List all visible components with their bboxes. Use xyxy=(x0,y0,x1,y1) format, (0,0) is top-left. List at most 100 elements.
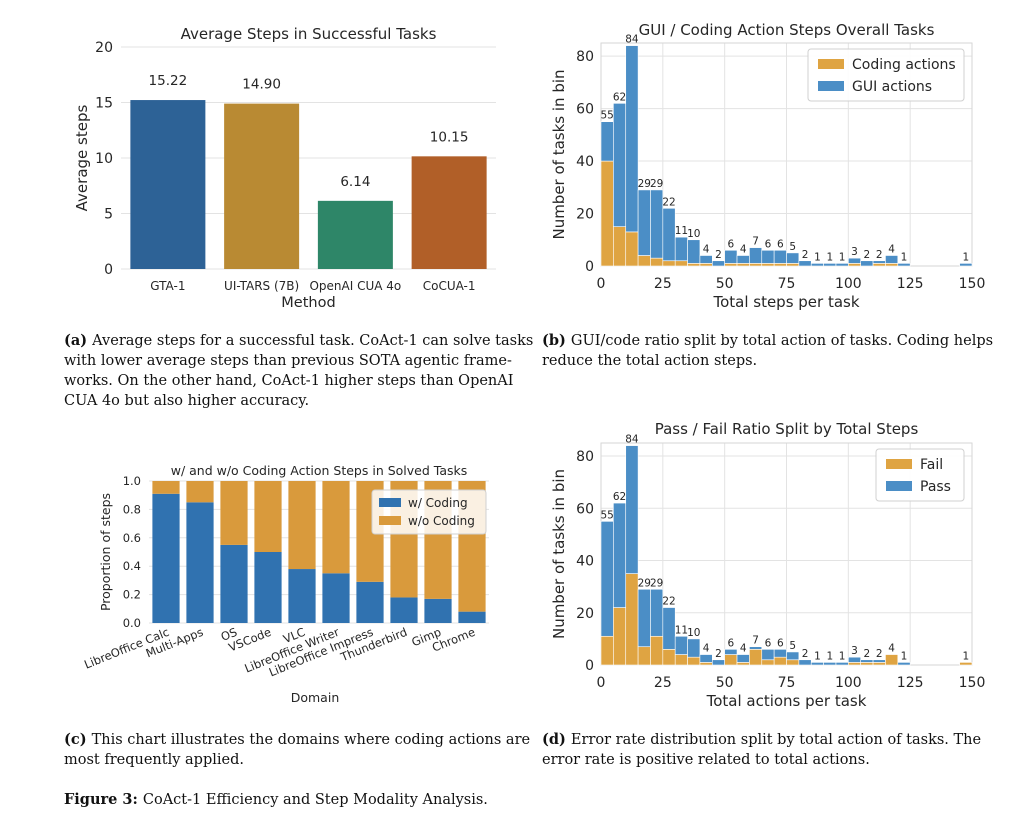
caption-c-line: (c) This chart illustrates the domains w… xyxy=(64,731,530,748)
chart-d-bar-pass xyxy=(749,646,763,650)
chart-b-bar-gui-actions xyxy=(860,260,874,267)
chart-b-bin-count-label: 1 xyxy=(962,251,969,263)
chart-d-bin-count-label: 4 xyxy=(888,643,895,655)
chart-d-bar-fail xyxy=(625,573,639,666)
figure-caption-text: CoAct-1 Efficiency and Step Modality Ana… xyxy=(143,792,488,808)
caption-d-line: error rate is positive related to total … xyxy=(542,752,870,768)
caption-d-tag: (d) xyxy=(542,731,571,748)
chart-d-bar-pass xyxy=(674,635,688,655)
chart-d-bin-count-label: 55 xyxy=(600,509,613,521)
chart-c-bar-w-coding xyxy=(424,598,452,623)
chart-b-bin-count-label: 3 xyxy=(851,246,858,258)
chart-b-ytick: 0 xyxy=(585,259,594,275)
caption-a-text: CUA 4o but also higher accuracy. xyxy=(64,393,309,409)
chart-c-ytick: 0.0 xyxy=(123,616,141,630)
chart-d-bar-fail xyxy=(848,662,861,666)
chart-d-bin-count-label: 29 xyxy=(638,577,651,589)
chart-d-bin-count-label: 6 xyxy=(728,637,735,649)
chart-b-bar-gui-actions xyxy=(872,260,886,264)
chart-b-bar-gui-actions xyxy=(711,260,725,267)
caption-a-line: with lower average steps than previous S… xyxy=(64,353,512,369)
chart-d-bar-pass xyxy=(823,662,837,666)
chart-b-bar-gui-actions xyxy=(625,45,639,233)
chart-d-bar-fail xyxy=(959,662,973,666)
chart-d-bar-pass xyxy=(736,654,750,663)
chart-c-ytick: 0.6 xyxy=(123,531,141,545)
chart-b-bar-coding-actions xyxy=(613,226,627,267)
chart-d-bar-pass xyxy=(761,649,775,661)
chart-b-ylabel: Number of tasks in bin xyxy=(550,69,568,239)
chart-c-bar-w-coding xyxy=(322,573,350,623)
chart-b-xtick: 125 xyxy=(897,276,924,292)
chart-b-bin-count-label: 4 xyxy=(888,244,895,256)
chart-c-bar-w-coding xyxy=(186,502,214,623)
chart-b-bar-gui-actions xyxy=(687,239,701,264)
chart-d-title: Pass / Fail Ratio Split by Total Steps xyxy=(655,420,919,438)
chart-a-xtick: CoCUA-1 xyxy=(423,279,476,293)
caption-a-line: works. On the other hand, CoAct-1 higher… xyxy=(64,373,513,389)
chart-a-value-label: 15.22 xyxy=(149,73,188,89)
caption-a-text: with lower average steps than previous S… xyxy=(64,353,512,369)
chart-b-bin-count-label: 29 xyxy=(650,178,663,190)
chart-d-bar-pass xyxy=(687,638,701,658)
chart-d-bar-fail xyxy=(674,654,688,666)
chart-d-bin-count-label: 1 xyxy=(901,650,908,662)
chart-b-xtick: 150 xyxy=(959,276,986,292)
chart-b-bin-count-label: 1 xyxy=(839,251,846,263)
chart-b-bin-count-label: 4 xyxy=(740,244,747,256)
chart-d-bar-fail xyxy=(749,649,763,666)
caption-c-text: most frequently applied. xyxy=(64,752,244,768)
chart-c-bar-wo-coding xyxy=(186,481,214,503)
chart-d-bin-count-label: 3 xyxy=(851,645,858,657)
chart-c-title: w/ and w/o Coding Action Steps in Solved… xyxy=(171,463,468,478)
chart-b-bin-count-label: 1 xyxy=(814,251,821,263)
caption-b-text: reduce the total action steps. xyxy=(542,353,757,369)
chart-a-bar xyxy=(411,156,487,269)
chart-d-bin-count-label: 29 xyxy=(650,577,663,589)
chart-d-bin-count-label: 1 xyxy=(814,650,821,662)
chart-d-bar-fail xyxy=(613,607,627,666)
chart-d-bar-fail xyxy=(761,659,775,666)
chart-d-bar-pass xyxy=(897,662,911,666)
chart-d-legend-swatch xyxy=(886,459,912,469)
chart-d-bin-count-label: 62 xyxy=(613,491,626,503)
chart-d-bin-count-label: 84 xyxy=(625,434,639,446)
chart-b-bar-coding-actions xyxy=(848,263,861,267)
chart-b-bar-gui-actions xyxy=(662,207,676,262)
captions: (a) Average steps for a successful task.… xyxy=(64,332,993,808)
chart-d-bar-fail xyxy=(637,646,651,666)
chart-c-bar-wo-coding xyxy=(288,481,316,570)
chart-c-bar-w-coding xyxy=(220,544,248,623)
caption-a-text: Average steps for a successful task. CoA… xyxy=(91,333,533,349)
chart-c-bar-w-coding xyxy=(458,611,486,623)
chart-b-bar-gui-actions xyxy=(724,249,738,264)
chart-b-bar-gui-actions xyxy=(897,263,911,267)
chart-d-bar-pass xyxy=(786,651,800,661)
chart-b-bar-coding-actions xyxy=(650,257,664,267)
chart-d-bar-pass xyxy=(662,607,676,650)
chart-b-bar-coding-actions xyxy=(773,263,787,267)
chart-b-title: GUI / Coding Action Steps Overall Tasks xyxy=(639,21,935,39)
chart-a-ylabel: Average steps xyxy=(73,105,91,212)
chart-b-bar-gui-actions xyxy=(600,121,614,162)
chart-d-bar-fail xyxy=(662,649,676,666)
chart-d-ytick: 80 xyxy=(576,449,594,465)
chart-c-bar-wo-coding xyxy=(254,481,282,552)
caption-a-tag: (a) xyxy=(64,332,92,349)
chart-c-xlabel: Domain xyxy=(291,690,340,705)
chart-b-bin-count-label: 5 xyxy=(789,241,796,253)
chart-b-ytick: 80 xyxy=(576,49,594,65)
chart-b-bin-count-label: 1 xyxy=(901,251,908,263)
chart-d-bar-pass xyxy=(650,588,664,637)
chart-d-xtick: 125 xyxy=(897,675,924,691)
caption-d-text: error rate is positive related to total … xyxy=(542,752,870,768)
chart-c-legend-swatch xyxy=(379,516,401,525)
chart-c-bar-w-coding xyxy=(390,597,418,623)
chart-d-bar-pass xyxy=(699,654,713,663)
chart-d-bar-pass xyxy=(773,649,787,658)
chart-b-xtick: 25 xyxy=(654,276,672,292)
chart-b-bin-count-label: 2 xyxy=(876,249,883,261)
chart-d-legend-label: Pass xyxy=(920,479,951,495)
chart-c-xtick: OS xyxy=(219,625,239,644)
chart-d-xtick: 50 xyxy=(716,675,734,691)
